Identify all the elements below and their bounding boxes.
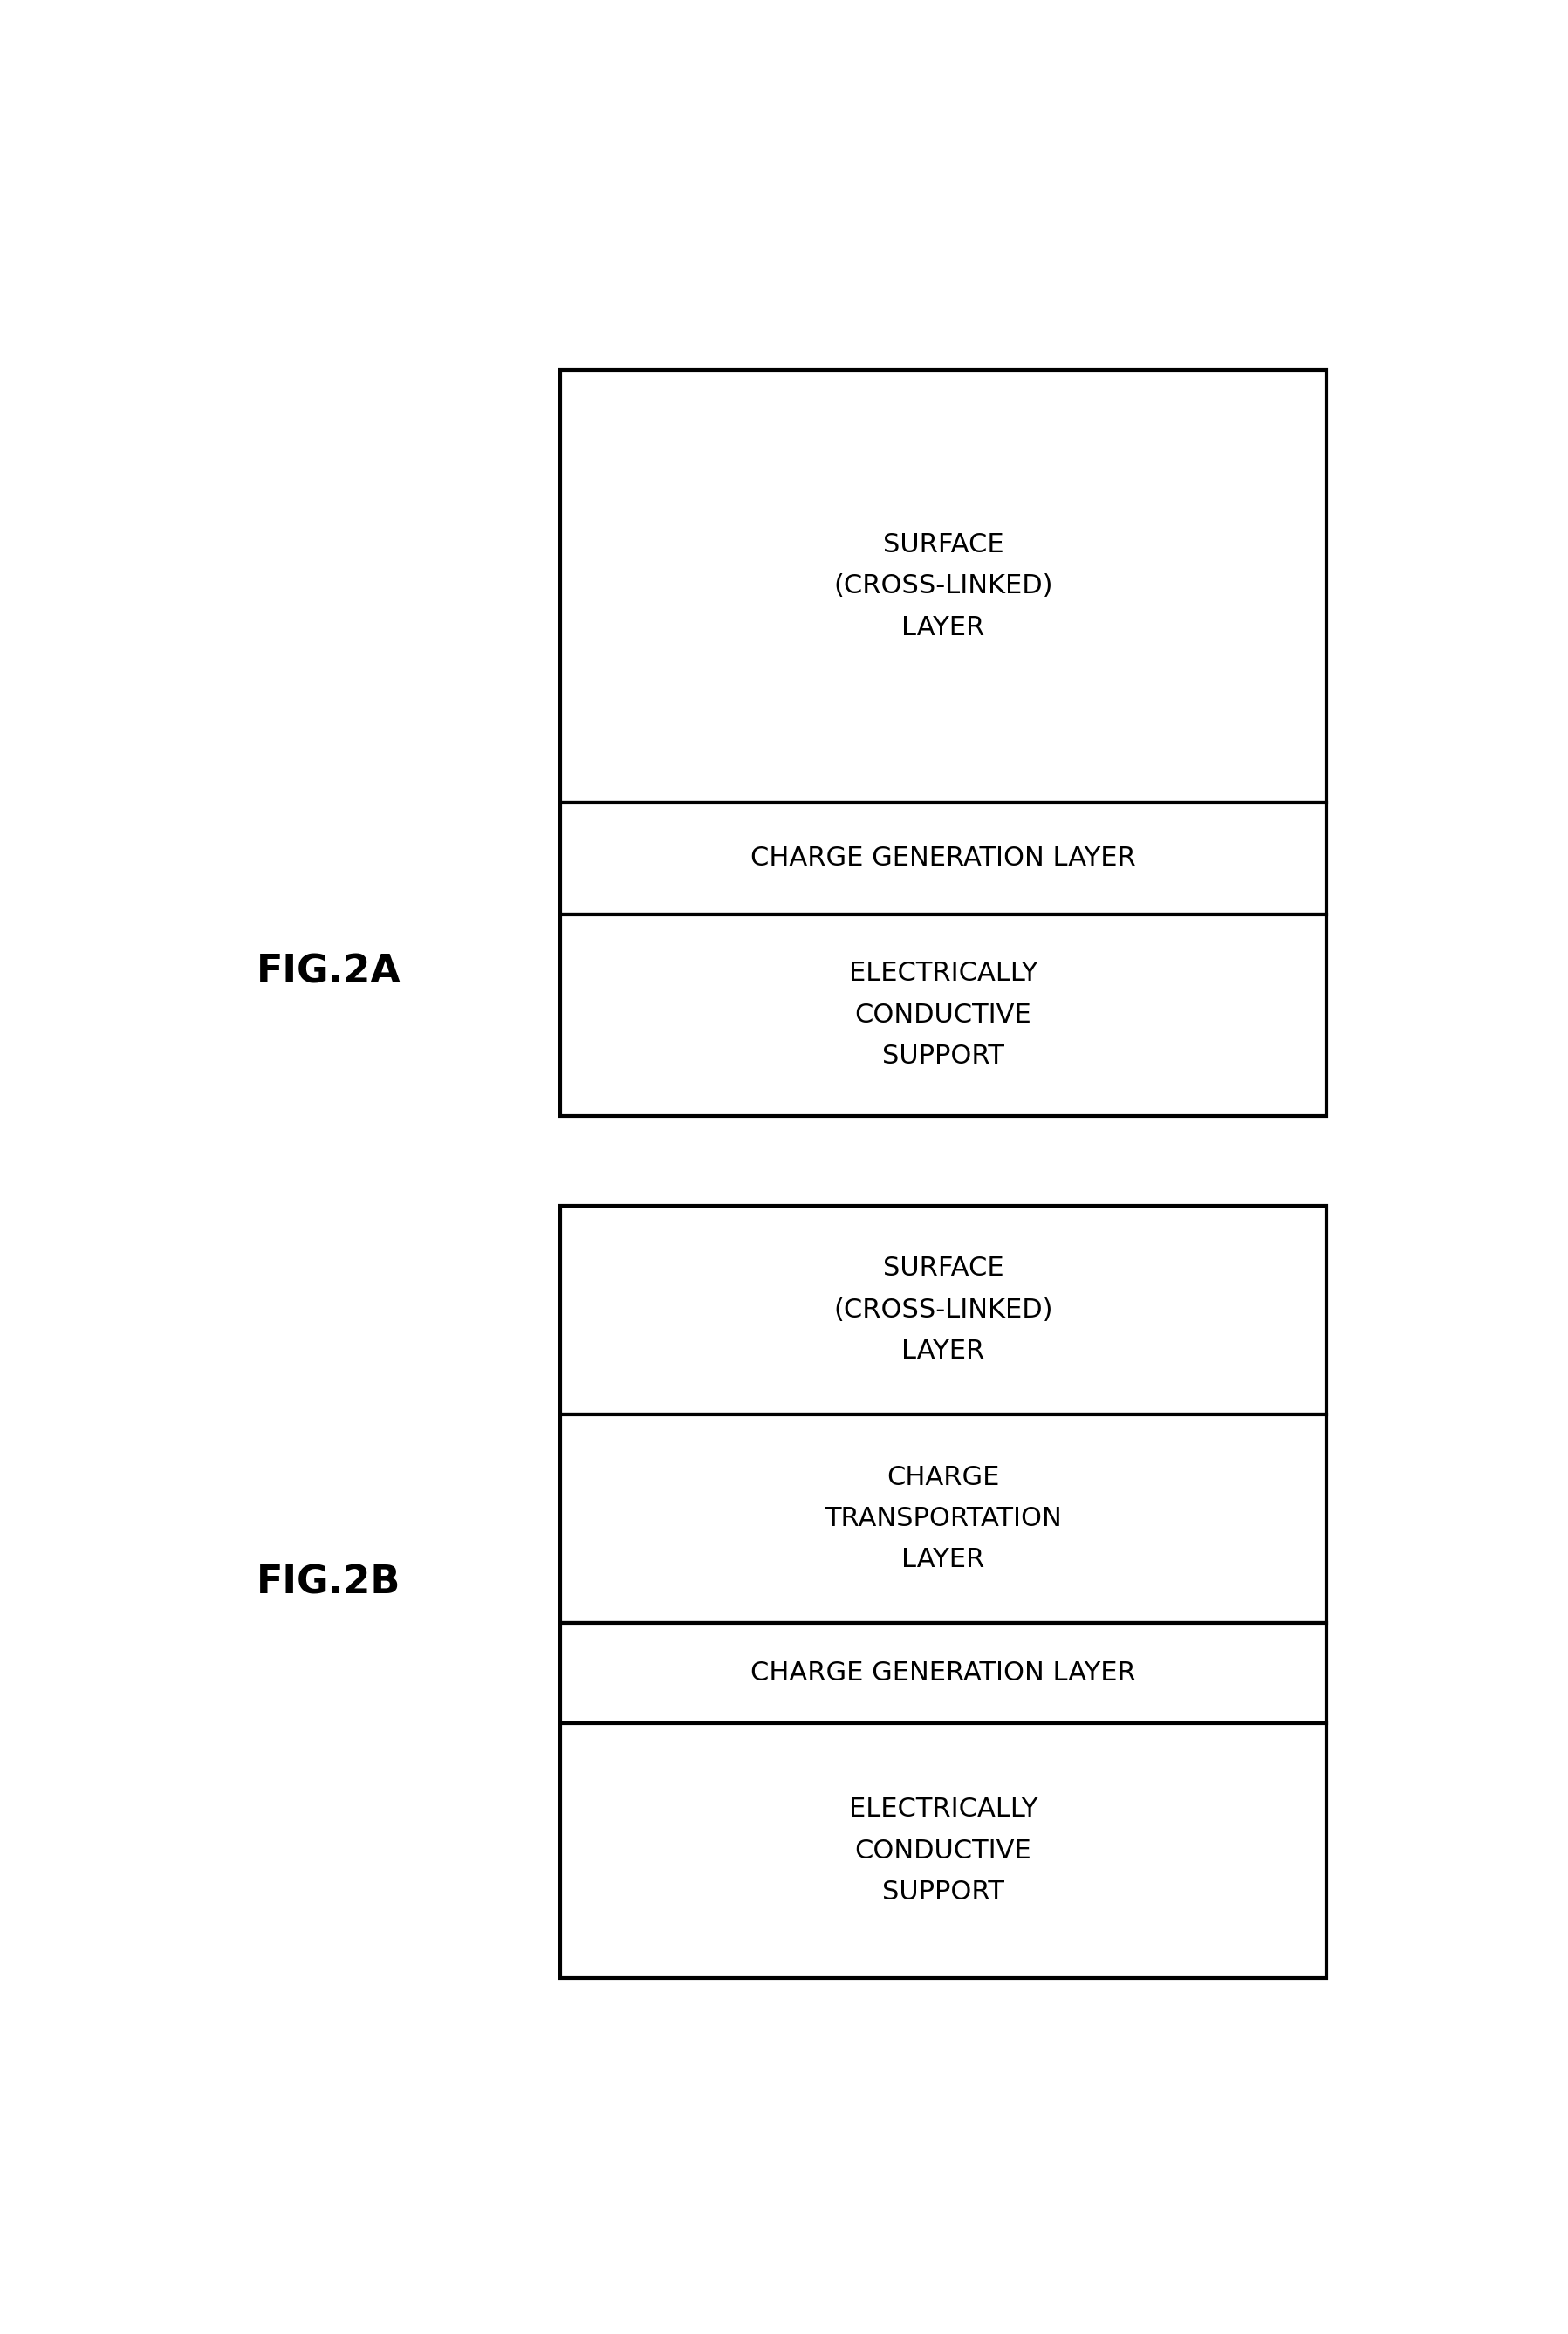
Bar bbox=[561, 1207, 1327, 1414]
Text: CHARGE
TRANSPORTATION
LAYER: CHARGE TRANSPORTATION LAYER bbox=[825, 1466, 1062, 1573]
Text: SURFACE
(CROSS-LINKED)
LAYER: SURFACE (CROSS-LINKED) LAYER bbox=[834, 1256, 1054, 1363]
Bar bbox=[561, 1722, 1327, 1979]
Text: CHARGE GENERATION LAYER: CHARGE GENERATION LAYER bbox=[751, 845, 1137, 871]
Bar bbox=[561, 1414, 1327, 1622]
Bar bbox=[561, 915, 1327, 1116]
Text: SURFACE
(CROSS-LINKED)
LAYER: SURFACE (CROSS-LINKED) LAYER bbox=[834, 532, 1054, 640]
Text: CHARGE GENERATION LAYER: CHARGE GENERATION LAYER bbox=[751, 1659, 1137, 1685]
Text: ELECTRICALLY
CONDUCTIVE
SUPPORT: ELECTRICALLY CONDUCTIVE SUPPORT bbox=[848, 1797, 1038, 1905]
Text: FIG.2B: FIG.2B bbox=[257, 1564, 401, 1601]
Text: FIG.2A: FIG.2A bbox=[257, 952, 401, 990]
Bar bbox=[561, 371, 1327, 803]
Text: ELECTRICALLY
CONDUCTIVE
SUPPORT: ELECTRICALLY CONDUCTIVE SUPPORT bbox=[848, 962, 1038, 1069]
Bar bbox=[561, 1622, 1327, 1722]
Bar bbox=[561, 803, 1327, 915]
